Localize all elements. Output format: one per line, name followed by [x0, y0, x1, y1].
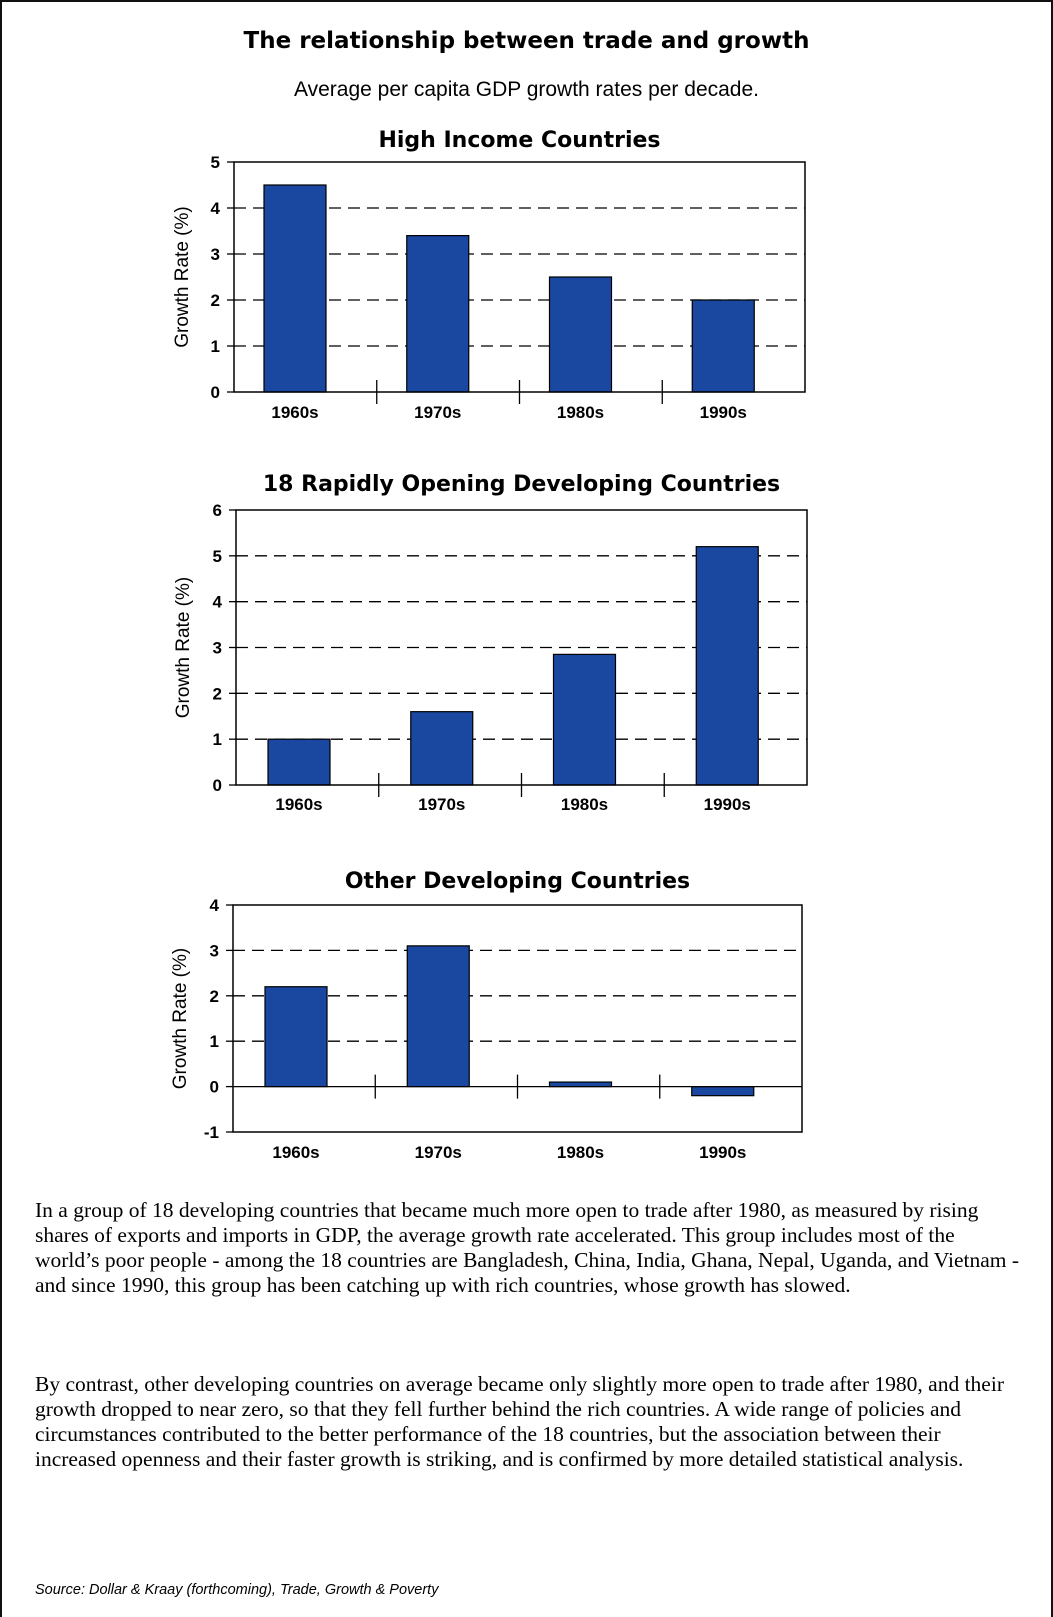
- y-axis-label: Growth Rate (%): [170, 948, 191, 1089]
- x-tick-label: 1980s: [557, 1143, 604, 1162]
- y-tick-label: -1: [204, 1123, 219, 1142]
- y-tick-label: 5: [213, 547, 222, 566]
- y-tick-label: 5: [211, 153, 220, 172]
- y-tick-label: 0: [211, 383, 220, 402]
- chart-other-developing: Other Developing Countries -1 0 1 2 3 4 1960s 19…: [170, 869, 803, 1162]
- bar-1990s: [691, 1086, 755, 1097]
- y-tick-label: 0: [210, 1078, 219, 1097]
- x-tick-label: 1980s: [557, 403, 604, 422]
- page-title: The relationship between trade and growt…: [243, 28, 810, 54]
- bar-1960s: [267, 738, 331, 786]
- y-axis-label: Growth Rate (%): [172, 206, 193, 347]
- plot-frame: [233, 161, 806, 393]
- y-tick-label: 2: [213, 684, 222, 703]
- bar-1980s: [552, 653, 617, 786]
- y-tick-label: 4: [213, 593, 223, 612]
- y-tick-label: 3: [210, 941, 219, 960]
- y-tick-label: 4: [210, 896, 220, 915]
- paragraph-1: In a group of 18 developing countries th…: [35, 1198, 1020, 1297]
- y-tick-label: 3: [213, 639, 222, 658]
- y-tick-label: 1: [210, 1032, 219, 1051]
- x-tick-label: 1960s: [271, 403, 318, 422]
- y-axis-label: Growth Rate (%): [173, 577, 194, 718]
- bar-1980s: [548, 1081, 613, 1088]
- y-tick-label: 2: [210, 987, 219, 1006]
- plot-frame: [235, 509, 808, 786]
- x-tick-label: 1990s: [700, 403, 747, 422]
- x-tick-label: 1960s: [275, 795, 322, 814]
- chart-title: High Income Countries: [378, 128, 660, 153]
- x-tick-label: 1990s: [699, 1143, 746, 1162]
- chart-high-income: High Income Countries 0 1 2 3 4 5 1960s 1970s 198…: [172, 128, 806, 422]
- page-subtitle: Average per capita GDP growth rates per …: [294, 78, 759, 101]
- bar-1970s: [406, 234, 470, 393]
- y-tick-label: 0: [213, 776, 222, 795]
- x-tick-label: 1990s: [704, 795, 751, 814]
- bar-1990s: [691, 299, 755, 393]
- x-tick-label: 1970s: [415, 1143, 462, 1162]
- page-frame-right-edge: [1051, 0, 1053, 1617]
- chart-title: Other Developing Countries: [345, 869, 690, 894]
- bar-1960s: [263, 184, 327, 393]
- y-tick-label: 2: [211, 291, 220, 310]
- x-tick-label: 1970s: [414, 403, 461, 422]
- x-tick-label: 1960s: [272, 1143, 319, 1162]
- y-tick-label: 3: [211, 245, 220, 264]
- bar-1970s: [406, 945, 470, 1088]
- bar-1970s: [410, 711, 474, 786]
- bar-1990s: [695, 546, 759, 786]
- x-tick-label: 1970s: [418, 795, 465, 814]
- bar-1960s: [264, 986, 328, 1088]
- y-tick-label: 1: [213, 730, 222, 749]
- source-note: Source: Dollar & Kraay (forthcoming), Tr…: [35, 1582, 439, 1598]
- chart-rapidly-opening: 18 Rapidly Opening Developing Countries 0…: [173, 472, 808, 814]
- x-tick-label: 1980s: [561, 795, 608, 814]
- paragraph-2: By contrast, other developing countries …: [35, 1372, 1004, 1471]
- chart-title: 18 Rapidly Opening Developing Countries: [263, 472, 780, 497]
- y-tick-label: 6: [213, 501, 222, 520]
- y-tick-label: 4: [211, 199, 221, 218]
- y-tick-label: 1: [211, 337, 220, 356]
- bar-1980s: [548, 276, 613, 393]
- plot-frame: [232, 904, 803, 1133]
